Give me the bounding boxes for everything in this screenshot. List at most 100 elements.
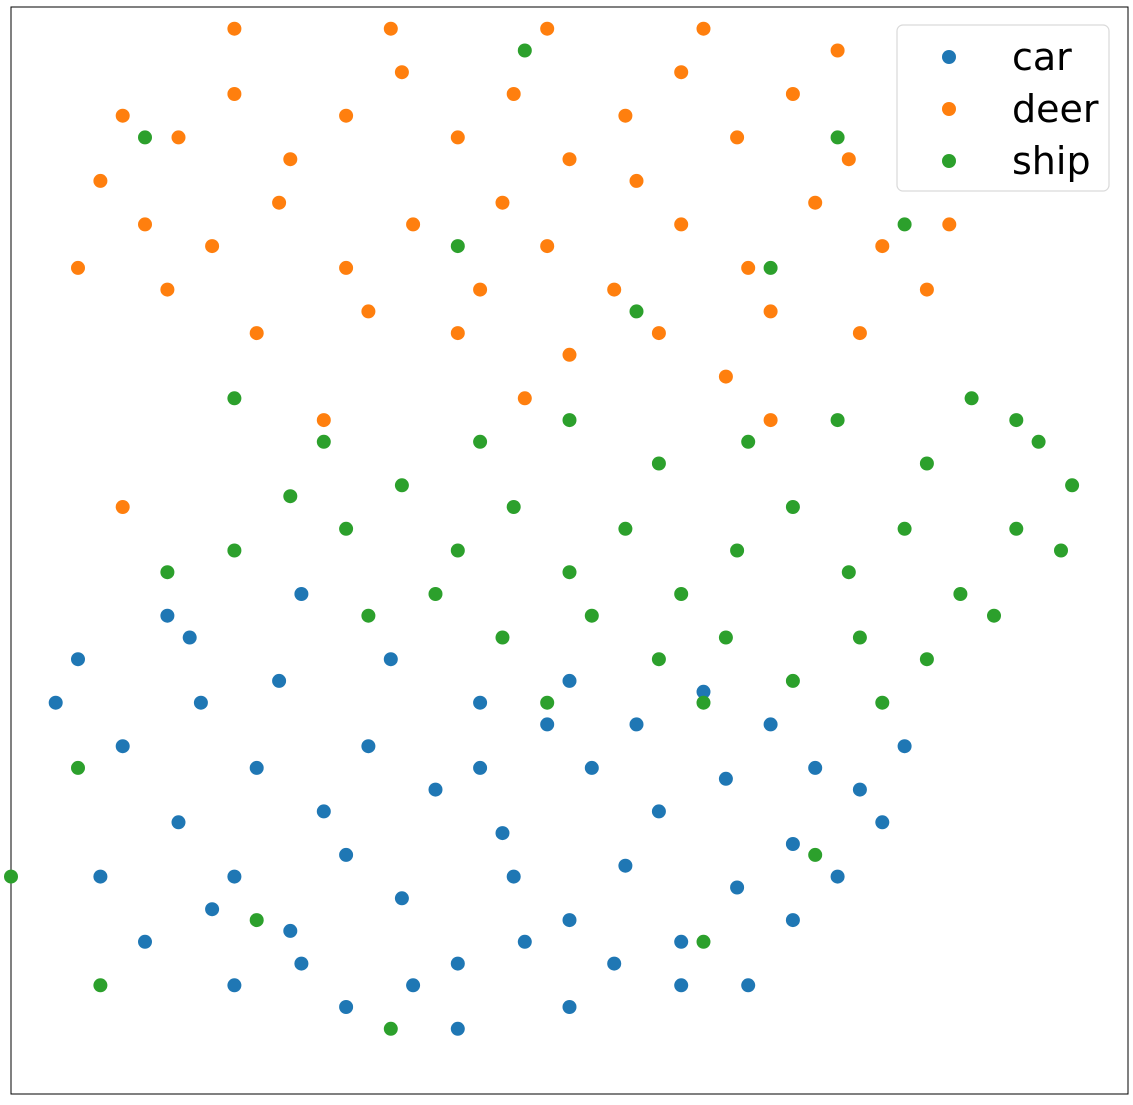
point-ship-36 bbox=[696, 695, 711, 710]
point-car-17 bbox=[584, 760, 599, 775]
point-car-51 bbox=[473, 760, 488, 775]
legend-label-ship: ship bbox=[1012, 139, 1091, 183]
point-car-45 bbox=[160, 608, 175, 623]
point-ship-39 bbox=[1031, 434, 1046, 449]
point-car-2 bbox=[339, 847, 354, 862]
point-deer-20 bbox=[406, 217, 421, 232]
point-deer-26 bbox=[808, 195, 823, 210]
point-deer-52 bbox=[919, 282, 934, 297]
point-car-20 bbox=[763, 717, 778, 732]
point-car-53 bbox=[785, 913, 800, 928]
point-ship-14 bbox=[1065, 478, 1080, 493]
point-ship-29 bbox=[830, 413, 845, 428]
point-deer-0 bbox=[115, 108, 130, 123]
point-ship-43 bbox=[93, 978, 108, 993]
point-ship-1 bbox=[339, 521, 354, 536]
point-ship-8 bbox=[730, 543, 745, 558]
point-ship-44 bbox=[249, 913, 264, 928]
legend-marker-car bbox=[942, 50, 956, 64]
legend-label-car: car bbox=[1012, 35, 1072, 79]
point-car-8 bbox=[674, 934, 689, 949]
point-ship-49 bbox=[450, 239, 465, 254]
point-car-14 bbox=[361, 739, 376, 754]
point-car-28 bbox=[696, 684, 711, 699]
point-car-39 bbox=[808, 760, 823, 775]
point-deer-43 bbox=[495, 195, 510, 210]
point-ship-51 bbox=[830, 130, 845, 145]
point-deer-16 bbox=[138, 217, 152, 232]
point-car-37 bbox=[406, 978, 421, 993]
legend-frame bbox=[896, 24, 1110, 192]
legend-marker-ship bbox=[942, 154, 956, 168]
point-ship-15 bbox=[361, 608, 376, 623]
point-ship-18 bbox=[584, 608, 599, 623]
point-car-52 bbox=[540, 717, 555, 732]
point-car-34 bbox=[562, 1000, 577, 1014]
point-deer-5 bbox=[394, 65, 409, 80]
point-deer-24 bbox=[674, 217, 689, 232]
point-ship-9 bbox=[785, 500, 800, 514]
point-car-26 bbox=[562, 673, 577, 688]
point-car-12 bbox=[249, 760, 264, 775]
point-deer-51 bbox=[517, 391, 532, 406]
point-deer-29 bbox=[93, 173, 108, 188]
point-deer-22 bbox=[540, 239, 555, 254]
point-car-7 bbox=[618, 858, 633, 873]
point-car-43 bbox=[71, 652, 85, 667]
point-deer-34 bbox=[562, 347, 577, 362]
point-car-13 bbox=[316, 804, 331, 819]
point-car-54 bbox=[830, 869, 845, 884]
point-deer-7 bbox=[506, 87, 521, 101]
point-deer-35 bbox=[651, 326, 666, 341]
point-deer-39 bbox=[383, 21, 398, 36]
point-ship-40 bbox=[316, 434, 331, 449]
point-ship-53 bbox=[138, 130, 152, 145]
point-car-1 bbox=[283, 923, 298, 938]
point-car-42 bbox=[875, 815, 890, 830]
point-deer-13 bbox=[841, 152, 856, 167]
point-deer-38 bbox=[227, 21, 242, 36]
points-layer bbox=[4, 21, 1080, 1036]
point-ship-55 bbox=[763, 260, 778, 275]
point-car-18 bbox=[651, 804, 666, 819]
point-ship-24 bbox=[987, 608, 1001, 623]
point-deer-46 bbox=[71, 260, 85, 275]
point-car-27 bbox=[629, 717, 644, 732]
point-ship-45 bbox=[383, 1021, 398, 1036]
point-ship-3 bbox=[450, 543, 465, 558]
point-car-29 bbox=[93, 869, 108, 884]
point-ship-26 bbox=[562, 413, 577, 428]
point-car-15 bbox=[428, 782, 443, 797]
point-car-30 bbox=[138, 934, 152, 949]
point-deer-42 bbox=[830, 43, 845, 58]
point-ship-50 bbox=[629, 304, 644, 319]
point-ship-2 bbox=[394, 478, 409, 493]
point-deer-6 bbox=[450, 130, 465, 145]
legend-label-deer: deer bbox=[1012, 87, 1099, 131]
point-deer-3 bbox=[283, 152, 298, 167]
point-car-36 bbox=[294, 956, 309, 971]
point-ship-34 bbox=[160, 565, 175, 580]
point-deer-49 bbox=[115, 500, 130, 514]
point-car-21 bbox=[115, 739, 130, 754]
point-ship-25 bbox=[473, 434, 488, 449]
point-deer-33 bbox=[450, 326, 465, 341]
point-deer-12 bbox=[785, 87, 800, 101]
point-deer-44 bbox=[629, 173, 644, 188]
point-deer-4 bbox=[339, 108, 354, 123]
point-car-46 bbox=[182, 630, 197, 645]
point-deer-36 bbox=[763, 304, 778, 319]
point-ship-32 bbox=[1054, 543, 1068, 558]
point-car-23 bbox=[272, 673, 287, 688]
point-car-6 bbox=[562, 913, 577, 928]
point-car-24 bbox=[383, 652, 398, 667]
point-car-9 bbox=[730, 880, 745, 895]
point-ship-13 bbox=[1009, 521, 1024, 536]
point-deer-17 bbox=[205, 239, 220, 254]
point-car-40 bbox=[852, 782, 867, 797]
point-deer-47 bbox=[718, 369, 733, 384]
point-ship-31 bbox=[1009, 413, 1024, 428]
point-car-11 bbox=[171, 815, 186, 830]
point-deer-25 bbox=[741, 260, 756, 275]
point-ship-4 bbox=[506, 500, 521, 514]
